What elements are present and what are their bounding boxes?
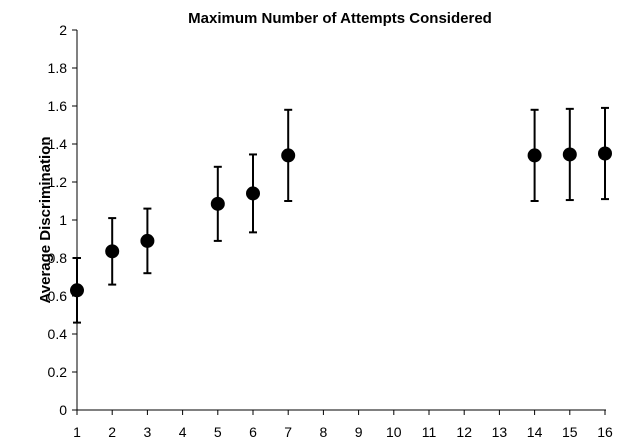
data-point-group: [527, 108, 542, 202]
x-tick-label: 10: [386, 424, 402, 440]
data-point-group: [105, 217, 120, 286]
data-point-group: [70, 257, 84, 324]
y-tick-label: 0.4: [48, 326, 68, 342]
x-ticks: 1 2 3 4 5 6 7 8 9 10 11 12 13 14 15 16: [73, 410, 613, 440]
data-point: [70, 283, 84, 298]
data-point: [140, 233, 155, 248]
data-point-group: [562, 107, 577, 202]
x-tick-label: 3: [144, 424, 152, 440]
x-tick-label: 4: [179, 424, 187, 440]
data-point-group: [281, 108, 296, 202]
x-tick-label: 5: [214, 424, 222, 440]
chart-title: Maximum Number of Attempts Considered: [188, 10, 492, 27]
data-point: [281, 148, 296, 163]
y-tick-label: 1: [59, 212, 67, 228]
y-tick-label: 0: [59, 402, 67, 418]
data-point: [598, 146, 612, 161]
data-point-group: [140, 207, 155, 275]
x-tick-label: 6: [249, 424, 257, 440]
y-tick-label: 1.6: [48, 98, 68, 114]
data-points: [70, 106, 612, 324]
x-tick-label: 11: [422, 424, 437, 440]
x-tick-label: 13: [492, 424, 508, 440]
y-tick-label: 2: [59, 22, 67, 38]
x-tick-label: 7: [284, 424, 292, 440]
data-point: [246, 186, 260, 201]
x-tick-label: 2: [108, 424, 116, 440]
data-point: [210, 196, 225, 211]
data-point: [562, 147, 577, 162]
data-point: [105, 244, 120, 259]
y-ticks: 0 0.2 0.4 0.6 0.8 1 1.2 1.4 1.6 1.8 2: [48, 22, 77, 418]
y-tick-label: 1.4: [48, 136, 68, 152]
data-point: [527, 148, 542, 163]
x-tick-label: 14: [527, 424, 543, 440]
data-point-group: [210, 165, 225, 242]
y-tick-label: 1.8: [48, 60, 68, 76]
x-tick-label: 9: [355, 424, 363, 440]
y-tick-label: 0.8: [48, 250, 68, 266]
x-tick-label: 12: [456, 424, 472, 440]
y-tick-label: 1.2: [48, 174, 68, 190]
y-axis-label: Average Discrimination: [37, 137, 54, 304]
data-point-group: [598, 106, 612, 201]
x-tick-label: 15: [562, 424, 578, 440]
x-tick-label: 16: [597, 424, 613, 440]
x-tick-label: 1: [73, 424, 81, 440]
axes: [76, 30, 606, 411]
data-point-group: [246, 153, 260, 234]
y-tick-label: 0.6: [48, 288, 68, 304]
x-tick-label: 8: [320, 424, 328, 440]
y-tick-label: 0.2: [48, 364, 68, 380]
